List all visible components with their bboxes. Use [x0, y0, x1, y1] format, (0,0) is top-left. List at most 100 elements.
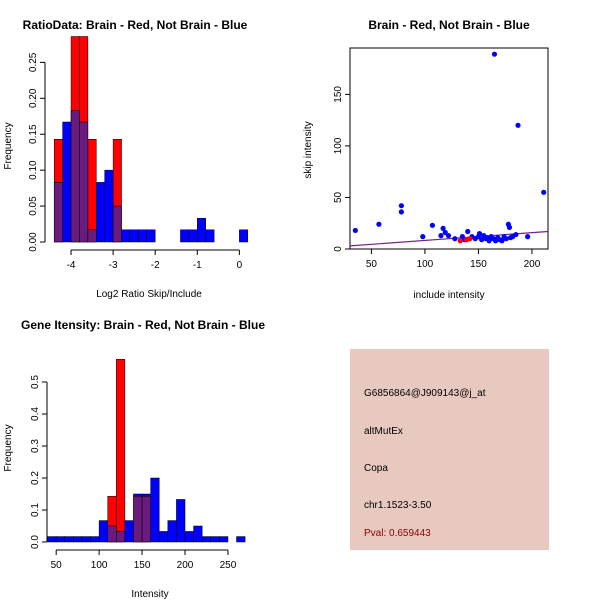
ratio-y-tick-label: 0.05: [28, 196, 39, 216]
gene-overlap-bar: [133, 495, 143, 543]
ratio-blue-bar: [146, 229, 156, 243]
ratio-blue-bar: [96, 182, 105, 243]
not-brain-point: [503, 236, 509, 242]
ratio-y-tick-label: 0.25: [28, 52, 39, 72]
gene-blue-bar: [176, 499, 186, 543]
gene-x-tick-label: 250: [220, 560, 237, 571]
gene-y-tick-label: 0.1: [30, 503, 41, 517]
ratio-overlap-bar: [87, 229, 97, 243]
not-brain-point: [429, 222, 436, 228]
gene-y-tick-label: 0.4: [30, 407, 41, 421]
scatter-x-tick-label: 50: [366, 259, 378, 270]
scatter-x-tick-label: 100: [417, 259, 434, 270]
gene-blue-bar: [167, 520, 177, 543]
ratio-blue-bar: [239, 229, 249, 243]
gene-name-text: Copa: [364, 463, 388, 474]
not-brain-point: [491, 51, 498, 57]
ratio-blue-bar: [188, 229, 198, 243]
gene-y-tick-label: 0.5: [30, 375, 41, 389]
gene-y-tick-label: 0.0: [30, 535, 41, 549]
ratio-y-tick-label: 0.00: [28, 232, 39, 252]
event-type-text: altMutEx: [364, 426, 403, 437]
gene-blue-bar: [124, 520, 134, 543]
ratio-blue-bar: [205, 229, 215, 243]
gene-x-tick-label: 100: [91, 560, 108, 571]
ratio-histogram-bars: [53, 36, 249, 243]
ratio-histogram-title: RatioData: Brain - Red, Not Brain - Blue: [23, 18, 248, 32]
ratio-x-tick-label: -3: [109, 260, 118, 271]
ratio-y-tick-label: 0.10: [28, 160, 39, 180]
ratio-x-tick-label: -1: [193, 260, 202, 271]
scatter-plot-points: [349, 51, 549, 247]
gene-blue-bar: [193, 525, 203, 543]
ratio-overlap-bar: [112, 205, 122, 243]
ratio-overlap-bar: [53, 182, 63, 243]
location-text: chr1.1523-3.50: [364, 500, 432, 511]
ratio-blue-bar: [138, 229, 148, 243]
not-brain-point: [438, 233, 444, 239]
not-brain-point: [541, 189, 547, 195]
probe-id-text: G6856864@J909143@j_at: [364, 388, 486, 399]
gene-blue-bar: [64, 536, 74, 543]
not-brain-point: [376, 221, 382, 227]
scatter-y-tick-label: 150: [333, 86, 344, 103]
scatter-plot-panel: Brain - Red, Not Brain - Blue 50 100 150 20…: [303, 18, 549, 301]
not-brain-point: [420, 234, 426, 240]
pval-text: Pval: 0.659443: [364, 528, 431, 539]
gene-overlap-bar: [116, 531, 126, 543]
gene-blue-bar: [90, 536, 100, 543]
gene-x-tick-label: 150: [134, 560, 151, 571]
not-brain-point: [398, 209, 404, 215]
gene-blue-bar: [158, 531, 169, 543]
gene-x-tick-label: 50: [51, 560, 63, 571]
ratio-overlap-bar: [79, 121, 89, 243]
not-brain-point: [476, 230, 483, 237]
gene-blue-bar: [55, 536, 66, 543]
brain-point: [457, 238, 463, 244]
not-brain-point: [506, 224, 513, 230]
gene-blue-bar: [236, 536, 246, 543]
gene-blue-bar: [98, 520, 108, 543]
scatter-plot-title: Brain - Red, Not Brain - Blue: [368, 18, 530, 32]
scatter-x-tick-label: 150: [470, 259, 487, 270]
gene-histogram-bars: [47, 359, 246, 543]
gene-blue-bar: [201, 536, 212, 543]
scatter-plot-x-label: include intensity: [413, 290, 484, 301]
not-brain-point: [442, 229, 448, 236]
gene-blue-bar: [184, 531, 194, 543]
ratio-x-tick-label: -2: [151, 260, 160, 271]
scatter-x-tick-label: 200: [524, 259, 541, 270]
brain-point: [464, 237, 470, 243]
ratio-histogram-y-label: Frequency: [3, 122, 14, 169]
not-brain-point: [452, 236, 458, 242]
scatter-plot-y-label: skip intensity: [303, 121, 314, 178]
info-panel-background: [350, 349, 549, 550]
gene-histogram-axes: 50 100 150 200 250 0.0 0.1 0.2 0.3 0.4 0.5: [30, 375, 237, 571]
not-brain-point: [513, 231, 519, 238]
scatter-plot-axes: 50 100 150 200 0 50 100 150: [333, 86, 541, 270]
ratio-histogram-axes: -4 -3 -2 -1 0 0.00 0.05 0.10 0.15 0.20 0.25: [28, 52, 243, 271]
not-brain-point: [445, 233, 452, 239]
not-brain-point: [525, 234, 531, 240]
gene-x-tick-label: 200: [177, 560, 194, 571]
ratio-x-tick-label: -4: [67, 260, 76, 271]
ratio-red-bar: [87, 139, 97, 243]
not-brain-point: [479, 237, 485, 243]
scatter-y-tick-label: 50: [333, 191, 344, 203]
info-panel: G6856864@J909143@j_at altMutEx Copa chr1…: [350, 349, 549, 550]
gene-y-tick-label: 0.3: [30, 439, 41, 453]
gene-overlap-bar: [107, 525, 117, 543]
scatter-plot-frame: [349, 47, 549, 250]
ratio-y-tick-label: 0.20: [28, 88, 39, 108]
gene-blue-bar: [133, 493, 143, 497]
gene-y-tick-label: 0.2: [30, 471, 41, 485]
ratio-blue-bar: [121, 229, 131, 243]
scatter-y-tick-label: 0: [333, 246, 344, 252]
ratio-x-tick-label: 0: [237, 260, 243, 271]
gene-blue-bar: [219, 536, 229, 543]
gene-histogram-x-label: Intensity: [131, 589, 168, 600]
ratio-blue-bar: [104, 169, 114, 243]
not-brain-point: [515, 122, 521, 128]
gene-overlap-bar: [141, 495, 151, 543]
